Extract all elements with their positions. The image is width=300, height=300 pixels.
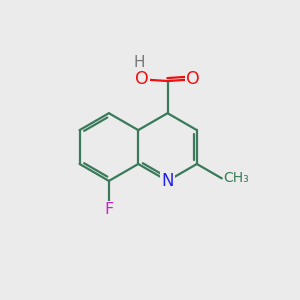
Text: CH₃: CH₃ — [223, 171, 249, 185]
Text: H: H — [133, 55, 145, 70]
Text: N: N — [161, 172, 174, 190]
Text: F: F — [104, 202, 113, 217]
Text: O: O — [135, 70, 149, 88]
Text: O: O — [186, 70, 200, 88]
